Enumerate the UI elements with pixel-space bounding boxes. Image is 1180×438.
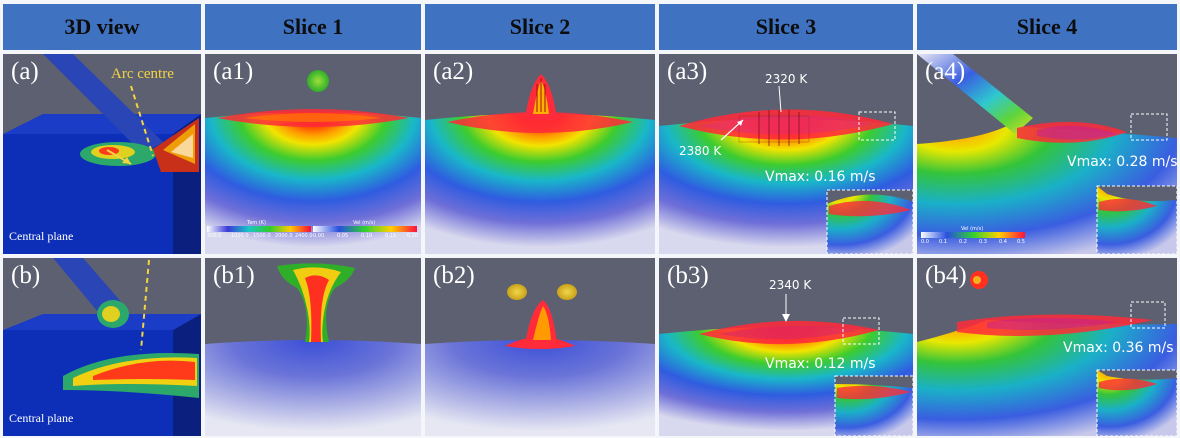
panel-b3-graphic — [659, 294, 913, 436]
temperature-tick: 2400.0 — [295, 233, 313, 239]
temperature-annotation-2380: 2380 K — [679, 144, 722, 158]
panel-a1-graphic — [205, 70, 421, 254]
velocity-tick: 0.10 — [361, 233, 373, 239]
panel-label: (b3) — [667, 262, 709, 289]
panel-label: (b) — [11, 262, 41, 289]
panel-label: (b1) — [213, 262, 255, 289]
temperature-tick: 2000.0 — [275, 233, 293, 239]
panel-a2: (a2) — [425, 54, 655, 254]
panel-a-3d-view: (a) Arc centre Central plane — [3, 54, 201, 254]
panel-a4-graphic — [917, 54, 1177, 254]
panel-b4: (b4) Vmax: 0.36 m/s — [917, 258, 1177, 436]
column-header-slice-3: Slice 3 — [659, 4, 913, 50]
panel-b-graphic — [3, 258, 201, 436]
velocity-tick: 0.3 — [979, 239, 987, 245]
panel-label: (a1) — [213, 58, 254, 85]
panel-b2-graphic — [425, 284, 655, 436]
temperature-annotation-2340: 2340 K — [769, 278, 812, 292]
velocity-tick: 0.4 — [999, 239, 1007, 245]
panel-b-3d-view: (b) Central plane — [3, 258, 201, 436]
panel-label: (a4) — [925, 58, 966, 85]
velocity-tick: 0.1 — [939, 239, 947, 245]
central-plane-caption: Central plane — [9, 229, 74, 243]
column-header-label: 3D view — [64, 14, 140, 39]
panel-a3: (a3) 2320 K 2380 K Vmax: 0.16 m/s — [659, 54, 913, 254]
panel-label: (a2) — [433, 58, 474, 85]
arc-centre-label: Arc centre — [111, 66, 174, 82]
velocity-colorbar-title: Vel (m/s) — [353, 220, 376, 226]
column-header-slice-2: Slice 2 — [425, 4, 655, 50]
velocity-tick: 0.5 — [1017, 239, 1025, 245]
vmax-label: Vmax: 0.28 m/s — [1067, 154, 1177, 170]
velocity-tick: 0.15 — [385, 233, 397, 239]
panel-a3-graphic — [659, 85, 913, 254]
panel-a1: (b) (a1) Tem (K) Vel (m/s) 300.0 1000.0 … — [205, 54, 421, 254]
column-header-slice-4: Slice 4 — [917, 4, 1177, 50]
panel-b1-graphic — [205, 263, 421, 436]
panel-a4: (a4) Vmax: 0.28 m/s Vel (m/s) 0.0 0.1 0.… — [917, 54, 1177, 254]
panel-label: (b2) — [433, 262, 475, 289]
column-header-label: Slice 3 — [755, 14, 817, 39]
panel-label: (a3) — [667, 58, 708, 85]
panel-b4-graphic — [917, 271, 1177, 436]
column-header-label: Slice 1 — [282, 14, 344, 39]
panel-b3: (b3) 2340 K Vmax: 0.12 m/s — [659, 258, 913, 436]
column-header-label: Slice 2 — [509, 14, 571, 39]
panel-b2: (b2) — [425, 258, 655, 436]
velocity-tick: 0.00 — [313, 233, 325, 239]
column-header-3d-view: 3D view — [3, 4, 201, 50]
temperature-tick: 1500.0 — [253, 233, 271, 239]
velocity-tick: 0.05 — [337, 233, 349, 239]
temperature-tick: 300.0 — [207, 233, 222, 239]
panel-label: (a) — [11, 58, 39, 85]
column-header-slice-1: Slice 1 — [205, 4, 421, 50]
vmax-label: Vmax: 0.12 m/s — [765, 356, 876, 372]
panel-a2-graphic — [425, 74, 655, 254]
velocity-tick: 0.20 — [407, 233, 419, 239]
temperature-tick: 1000.0 — [231, 233, 249, 239]
central-plane-caption: Central plane — [9, 411, 74, 425]
panel-a-graphic — [3, 54, 201, 254]
panel-b1: (b1) — [205, 258, 421, 436]
vmax-label: Vmax: 0.36 m/s — [1063, 340, 1174, 356]
panel-label: (b4) — [925, 262, 967, 289]
velocity-tick: 0.2 — [959, 239, 967, 245]
column-header-label: Slice 4 — [1016, 14, 1078, 39]
temperature-colorbar-title: Tem (K) — [247, 220, 266, 226]
temperature-annotation-2320: 2320 K — [765, 72, 808, 86]
velocity-tick: 0.0 — [921, 239, 929, 245]
vmax-label: Vmax: 0.16 m/s — [765, 169, 876, 185]
velocity-colorbar-title: Vel (m/s) — [961, 226, 984, 232]
